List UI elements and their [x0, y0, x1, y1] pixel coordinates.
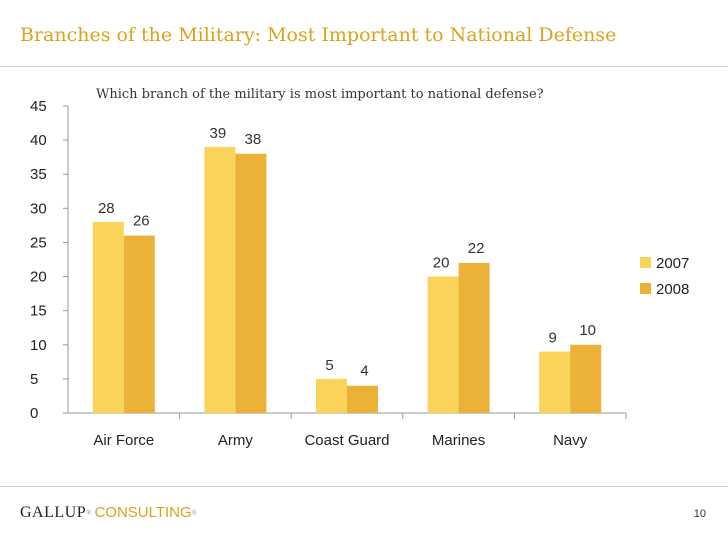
bar-2008: [570, 344, 602, 413]
bar-2007: [539, 351, 571, 413]
y-tick-label: 15: [30, 303, 47, 320]
gallup-consulting-logo: GALLUP® CONSULTING®: [20, 504, 197, 521]
data-label-2007: 9: [549, 330, 557, 347]
bar-2007: [427, 276, 459, 413]
chart-question: Which branch of the military is most imp…: [96, 87, 544, 102]
data-label-2008: 22: [468, 240, 485, 257]
logo-main-text: GALLUP: [20, 504, 87, 521]
bar-2007: [316, 378, 347, 413]
data-label-2007: 39: [210, 125, 227, 142]
logo-sub-text: CONSULTING: [94, 504, 192, 521]
data-label-2007: 20: [433, 255, 450, 272]
y-tick-label: 0: [30, 405, 38, 422]
y-tick-label: 25: [30, 234, 47, 251]
category-label: Navy: [553, 432, 588, 449]
category-label: Army: [218, 432, 253, 449]
bar-2008: [458, 262, 490, 413]
category-label: Marines: [432, 432, 485, 449]
chart-bars: 28 26 39 38 5 4 20 22 9 10: [92, 125, 602, 413]
bar-2008: [123, 235, 155, 413]
y-tick-label: 10: [30, 337, 47, 354]
bar-2008: [347, 385, 378, 413]
data-label-2008: 26: [133, 213, 150, 230]
data-label-2007: 28: [98, 200, 115, 217]
data-label-2007: 5: [325, 357, 333, 374]
category-label: Coast Guard: [304, 432, 389, 449]
legend-swatch-2008: [640, 283, 651, 294]
category-label: Air Force: [93, 432, 154, 449]
y-tick-label: 35: [30, 166, 47, 183]
slide-title: Branches of the Military: Most Important…: [20, 24, 617, 46]
y-tick-label: 30: [30, 200, 47, 217]
legend-label-2007: 2007: [656, 255, 689, 272]
page-number: 10: [693, 508, 706, 520]
title-divider: [0, 66, 728, 67]
y-tick-label: 20: [30, 269, 47, 286]
data-label-2008: 4: [360, 363, 368, 380]
bar-2007: [204, 146, 236, 413]
data-label-2008: 38: [245, 131, 262, 148]
y-tick-label: 5: [30, 371, 38, 388]
y-tick-label: 40: [30, 132, 47, 149]
y-tick-label: 45: [30, 98, 47, 115]
footer-divider: [0, 486, 728, 487]
legend-swatch-2007: [640, 257, 651, 268]
bar-2007: [92, 221, 124, 413]
bar-2008: [235, 153, 267, 413]
chart-legend: 2007 2008: [640, 255, 689, 298]
data-label-2008: 10: [579, 322, 596, 339]
legend-label-2008: 2008: [656, 281, 689, 298]
